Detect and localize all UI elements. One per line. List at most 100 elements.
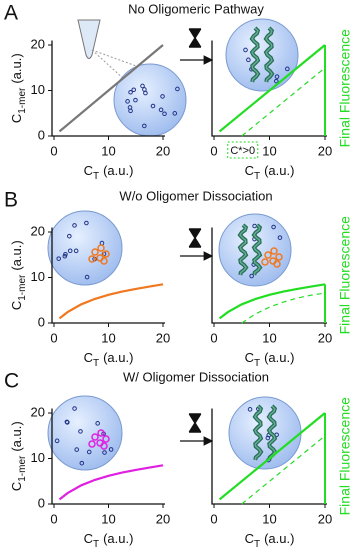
panel-title: W/o Oligomer Dissociation xyxy=(119,188,272,203)
y-axis-label: Final Fluorescence xyxy=(337,397,353,515)
y-label-main: C xyxy=(9,301,24,310)
monomer xyxy=(67,233,72,239)
oligomer xyxy=(100,442,108,450)
x-label-unit: (a.u.) xyxy=(264,350,294,365)
y-tick-label: 0 xyxy=(38,314,45,329)
monomer xyxy=(142,123,147,129)
y-axis-label: Final Fluorescence xyxy=(337,216,353,334)
monomer xyxy=(108,447,114,452)
y-label-unit: (a.u.) xyxy=(9,53,24,83)
x-tick-label: 0 xyxy=(210,143,217,158)
monomer xyxy=(160,94,165,99)
y-axis-label: C1-mer (a.u.) xyxy=(9,421,27,491)
y-tick-label: 20 xyxy=(31,36,45,51)
axis-line xyxy=(211,408,327,505)
monomer xyxy=(285,66,290,72)
x-tick-label: 10 xyxy=(262,143,276,158)
fibril-core xyxy=(254,405,262,461)
x-tick-label: 0 xyxy=(210,330,217,345)
oligomer xyxy=(97,429,105,437)
droplet-body xyxy=(47,395,123,471)
y-tick-label: 0 xyxy=(38,495,45,510)
x-axis-label: CT (a.u.) xyxy=(245,163,295,181)
monomer xyxy=(64,419,70,425)
x-label-sub: T xyxy=(93,539,99,550)
series-line xyxy=(58,464,164,501)
monomer xyxy=(84,220,89,226)
x-tick-label: 20 xyxy=(318,330,332,345)
monomer xyxy=(72,406,77,411)
x-tick-label: 10 xyxy=(101,143,115,158)
oligomer xyxy=(97,244,105,252)
x-label-sub: T xyxy=(93,358,99,369)
monomer xyxy=(128,89,133,95)
fibril-core xyxy=(268,405,276,461)
y-label-sub: 1-mer xyxy=(17,455,28,482)
y-label-unit: (a.u.) xyxy=(9,240,24,270)
x-tick-label: 20 xyxy=(318,511,332,526)
monomer xyxy=(62,253,68,259)
droplet-body xyxy=(225,18,299,92)
y-tick-label: 0 xyxy=(38,127,45,142)
droplet-body xyxy=(47,210,123,286)
axis-line xyxy=(211,227,327,324)
y-tick-label: 20 xyxy=(31,404,45,419)
oligomer xyxy=(102,435,110,443)
x-label-unit: (a.u.) xyxy=(103,163,133,178)
monomer xyxy=(79,460,85,466)
tube xyxy=(77,19,101,59)
oligomer xyxy=(88,255,96,263)
x-label-sub: T xyxy=(93,171,99,182)
monomer xyxy=(277,235,283,240)
x-label-main: C xyxy=(245,531,254,546)
x-tick-label: 20 xyxy=(156,511,170,526)
monomer xyxy=(72,223,77,228)
panel-label: A xyxy=(4,2,18,25)
x-tick-label: 20 xyxy=(156,330,170,345)
y-tick-label: 20 xyxy=(31,223,45,238)
x-tick-label: 10 xyxy=(101,511,115,526)
monomer xyxy=(271,224,276,230)
fibril-core xyxy=(265,27,273,83)
oligomer xyxy=(264,251,272,259)
x-tick-label: 10 xyxy=(262,511,276,526)
droplet xyxy=(47,210,123,286)
x-tick-label: 0 xyxy=(50,511,57,526)
oligomer xyxy=(270,247,278,255)
droplet xyxy=(47,395,123,471)
monomer xyxy=(131,87,137,93)
zoom-line xyxy=(91,49,126,81)
x-tick-label: 10 xyxy=(262,330,276,345)
x-label-main: C xyxy=(245,350,254,365)
annotation-box xyxy=(227,141,259,159)
droplet xyxy=(225,18,299,92)
oligomer xyxy=(275,253,283,261)
monomer xyxy=(150,103,156,109)
y-tick-label: 10 xyxy=(31,269,45,284)
hourglass xyxy=(188,28,202,48)
monomer xyxy=(162,111,167,117)
fibril-core xyxy=(253,224,261,276)
x-axis-label: CT (a.u.) xyxy=(245,350,295,368)
monomer xyxy=(63,251,68,257)
monomer xyxy=(125,99,130,104)
monomer xyxy=(74,447,80,452)
x-label-sub: T xyxy=(254,171,260,182)
oligomer xyxy=(88,440,96,448)
droplet xyxy=(228,396,302,470)
monomer xyxy=(56,256,61,261)
droplet xyxy=(113,63,187,137)
monomer xyxy=(158,107,164,113)
x-label-sub: T xyxy=(254,358,260,369)
monomer xyxy=(95,421,100,426)
x-axis-label: CT (a.u.) xyxy=(245,531,295,549)
monomer xyxy=(67,248,73,254)
monomer xyxy=(142,87,147,92)
monomer xyxy=(78,429,83,434)
oligomer xyxy=(91,248,99,256)
dashed-line xyxy=(241,292,326,324)
y-axis-label: C1-mer (a.u.) xyxy=(9,240,27,310)
y-tick-label: 10 xyxy=(31,82,45,97)
panel-label: B xyxy=(4,189,18,212)
